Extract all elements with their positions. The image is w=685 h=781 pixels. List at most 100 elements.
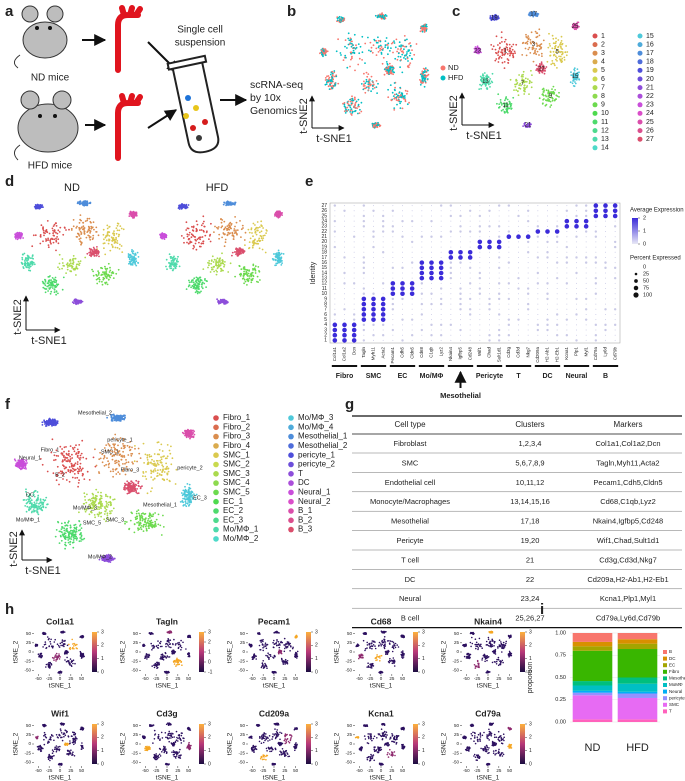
cell-point — [29, 269, 32, 272]
expression-dot — [469, 288, 471, 290]
legend-swatch — [637, 76, 643, 82]
cell-point — [89, 202, 92, 205]
expression-dot — [555, 240, 559, 244]
expression-dot — [566, 308, 568, 310]
cluster-label: 3 — [532, 42, 536, 48]
expression-dot — [605, 236, 606, 238]
cell-point — [548, 43, 551, 45]
cell-point — [202, 242, 205, 245]
cell-point — [364, 42, 367, 45]
expression-dot — [361, 317, 367, 322]
cell-point — [78, 444, 81, 446]
cell-point — [399, 66, 401, 69]
expression-dot — [430, 235, 433, 238]
cell-point — [194, 242, 197, 245]
expression-dot — [391, 225, 395, 228]
expression-dot — [614, 220, 616, 222]
cell-point — [93, 248, 96, 250]
expression-dot — [344, 215, 345, 217]
expression-dot — [420, 235, 424, 238]
cell-point — [483, 72, 486, 74]
expression-dot — [429, 265, 434, 271]
expression-dot — [334, 319, 336, 321]
cell-point — [382, 56, 385, 59]
cell-point — [134, 257, 137, 260]
cell-point — [408, 49, 411, 51]
cell-point — [529, 39, 532, 41]
expression-dot — [477, 239, 483, 245]
cell-point — [535, 42, 538, 45]
cell-point — [31, 245, 34, 248]
expression-dot — [392, 339, 394, 341]
expression-dot — [353, 205, 355, 207]
expression-dot — [353, 241, 355, 243]
gene-label: Nkain4 — [448, 347, 453, 362]
cell-point — [133, 215, 135, 218]
cell-point — [195, 284, 198, 287]
cell-point — [192, 230, 195, 232]
expression-dot — [439, 323, 443, 327]
cell-point — [381, 12, 383, 15]
cell-point — [333, 71, 336, 74]
cell-point — [47, 290, 49, 292]
expression-dot — [566, 267, 568, 269]
expression-dot — [400, 286, 405, 291]
expression-dot — [614, 339, 616, 341]
cell-point — [71, 301, 74, 304]
cell-point — [53, 278, 55, 281]
axis-label: t-SNE1 — [31, 335, 66, 347]
cell-point — [48, 232, 51, 235]
expression-dot — [593, 208, 599, 214]
expression-dot — [344, 298, 345, 300]
expression-dot — [584, 204, 588, 207]
cell-point — [403, 35, 406, 37]
cell-point — [560, 41, 562, 44]
cell-point — [210, 260, 213, 262]
colorbar — [632, 218, 638, 244]
expression-dot — [595, 319, 597, 321]
gene-label: Sult1d1 — [496, 347, 501, 363]
cell-point — [375, 80, 378, 82]
label: 24 — [646, 110, 654, 117]
cell-point — [84, 220, 87, 223]
expression-dot — [371, 296, 376, 302]
cell-point — [524, 77, 527, 80]
expression-dot — [565, 318, 569, 321]
cell-point — [218, 265, 221, 268]
cell-point — [398, 99, 400, 102]
cell-point — [116, 240, 119, 242]
cell-point — [221, 259, 224, 261]
expression-dot — [498, 303, 500, 305]
cell-point — [57, 266, 59, 269]
cell-point — [352, 44, 354, 46]
cell-point — [347, 32, 350, 35]
label: 2 — [643, 215, 646, 221]
expression-dot — [439, 235, 443, 238]
cell-point — [110, 274, 113, 277]
expression-dot — [373, 215, 374, 217]
cell-point — [115, 232, 118, 235]
cell-point — [332, 78, 334, 81]
expression-dot — [362, 328, 366, 332]
cell-point — [513, 50, 516, 53]
cell-point — [402, 95, 405, 98]
cell-point — [86, 231, 89, 234]
expression-dot — [537, 277, 539, 279]
expression-dot — [362, 219, 366, 223]
cell-point — [254, 224, 256, 226]
cell-point — [350, 102, 353, 105]
cell-point — [177, 255, 179, 258]
cell-point — [240, 236, 242, 239]
expression-dot — [612, 203, 618, 208]
cell-point — [404, 100, 407, 103]
cell-point — [509, 54, 511, 57]
cell-point — [521, 42, 524, 45]
cell-point — [421, 70, 424, 73]
cell-point — [181, 203, 183, 205]
cell-point — [364, 87, 367, 90]
cell-point — [515, 43, 518, 46]
expression-dot — [576, 293, 577, 295]
expression-dot — [585, 334, 587, 336]
expression-dot — [547, 220, 548, 222]
cell-point — [569, 81, 572, 84]
